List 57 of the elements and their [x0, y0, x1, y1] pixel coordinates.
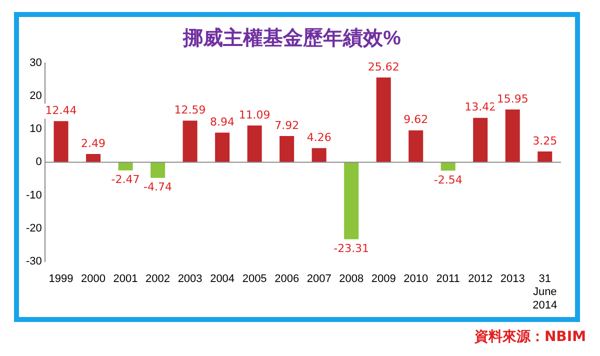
x-tick-label: 2010 — [404, 273, 428, 286]
bar — [54, 121, 68, 162]
data-label: 15.95 — [496, 92, 528, 106]
y-tick-label: -30 — [26, 255, 42, 268]
data-label: 25.62 — [368, 60, 400, 74]
bar — [86, 154, 101, 162]
bar — [376, 77, 391, 162]
data-label: -2.47 — [111, 173, 140, 186]
x-tick-label: 2006 — [274, 273, 300, 286]
data-label: 12.59 — [174, 103, 206, 116]
x-tick-label: 1999 — [48, 273, 74, 286]
bar — [247, 126, 262, 162]
x-tick-label: 2011 — [436, 273, 460, 286]
data-label: 9.62 — [404, 113, 428, 126]
bar — [182, 120, 198, 162]
data-label: 3.25 — [532, 134, 558, 148]
y-tick-label: -20 — [26, 222, 42, 234]
x-tick-label: 2003 — [178, 273, 202, 286]
x-tick-label: 31 June 2014 — [532, 273, 558, 312]
bar — [538, 151, 552, 162]
y-tick-label: -10 — [26, 189, 42, 202]
data-label: 4.26 — [306, 130, 332, 144]
x-tick-label: 2001 — [113, 273, 138, 286]
y-tick-label: 10 — [30, 123, 42, 136]
data-label: 13.42 — [464, 100, 496, 114]
bar — [118, 162, 133, 170]
y-tick-label: 30 — [30, 57, 42, 70]
bar — [440, 162, 456, 171]
bar — [150, 162, 166, 178]
y-tick-label: 20 — [30, 90, 42, 102]
x-tick-label: 2005 — [242, 273, 267, 286]
x-tick-label: 2004 — [210, 273, 235, 286]
x-tick-label: 2007 — [306, 273, 332, 286]
data-label: -2.54 — [434, 173, 462, 186]
bar — [215, 132, 230, 162]
bar — [312, 148, 326, 162]
data-label: 2.49 — [81, 136, 106, 150]
data-label: 12.44 — [45, 104, 77, 117]
source-note: 資料來源：NBIM — [474, 328, 586, 346]
chart-title: 挪威主權基金歷年績效% — [182, 26, 402, 50]
bar — [473, 118, 488, 162]
data-label: -4.74 — [144, 180, 172, 194]
y-tick-label: 0 — [36, 156, 42, 168]
x-tick-label: 2012 — [468, 273, 493, 286]
bar — [344, 162, 359, 240]
bar — [408, 130, 424, 162]
x-tick-label: 2008 — [339, 273, 364, 286]
data-label: 11.09 — [238, 108, 270, 122]
bar — [505, 109, 520, 162]
x-tick-label: 2002 — [146, 273, 170, 286]
data-label: 8.94 — [210, 116, 235, 128]
x-tick-label: 2000 — [81, 273, 106, 286]
data-label: 7.92 — [274, 118, 300, 132]
data-label: -23.31 — [334, 242, 370, 256]
x-tick-label: 2009 — [371, 273, 396, 286]
bar — [280, 136, 294, 162]
x-tick-label: 2013 — [500, 273, 525, 286]
